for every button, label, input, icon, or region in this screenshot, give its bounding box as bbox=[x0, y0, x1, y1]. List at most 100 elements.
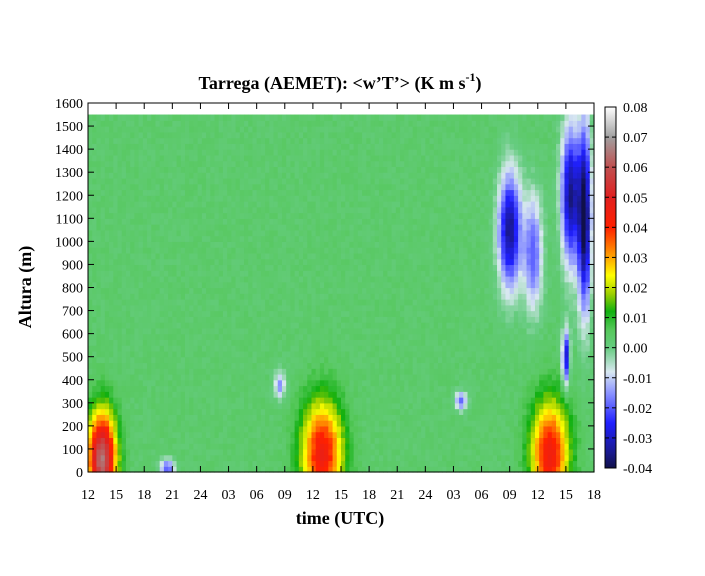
heatmap-cell bbox=[125, 385, 131, 392]
heatmap-cell bbox=[168, 345, 173, 352]
heatmap-cell bbox=[265, 316, 270, 323]
heatmap-cell bbox=[400, 287, 405, 294]
heatmap-cell bbox=[412, 258, 418, 266]
heatmap-cell bbox=[370, 322, 376, 329]
heatmap-cell bbox=[244, 252, 249, 260]
heatmap-cell bbox=[357, 229, 363, 237]
heatmap-cell bbox=[163, 345, 169, 352]
heatmap-cell bbox=[307, 454, 313, 462]
heatmap-cell bbox=[307, 460, 313, 467]
heatmap-cell bbox=[374, 201, 380, 208]
heatmap-cell bbox=[172, 454, 178, 462]
heatmap-cell bbox=[168, 218, 173, 225]
heatmap-cell bbox=[408, 402, 414, 410]
heatmap-cell bbox=[391, 437, 397, 444]
heatmap-cell bbox=[96, 356, 102, 364]
heatmap-cell bbox=[235, 316, 241, 323]
heatmap-cell bbox=[125, 270, 131, 277]
heatmap-cell bbox=[218, 258, 224, 266]
heatmap-cell bbox=[239, 304, 245, 312]
heatmap-cell bbox=[400, 414, 405, 421]
heatmap-cell bbox=[214, 281, 220, 289]
heatmap-cell bbox=[395, 333, 401, 340]
heatmap-cell bbox=[134, 172, 140, 179]
heatmap-cell bbox=[100, 235, 106, 242]
heatmap-cell bbox=[260, 218, 266, 225]
heatmap-cell bbox=[92, 448, 98, 456]
heatmap-cell bbox=[235, 379, 241, 387]
heatmap-cell bbox=[210, 258, 216, 266]
heatmap-cell bbox=[151, 437, 157, 444]
heatmap-cell bbox=[378, 126, 384, 133]
heatmap-cell bbox=[315, 362, 321, 369]
heatmap-cell bbox=[315, 264, 321, 271]
heatmap-cell bbox=[357, 287, 363, 294]
heatmap-cell bbox=[218, 391, 224, 398]
heatmap-cell bbox=[201, 183, 207, 191]
heatmap-cell bbox=[336, 177, 342, 185]
heatmap-cell bbox=[416, 408, 422, 415]
heatmap-cell bbox=[214, 408, 220, 415]
heatmap-cell bbox=[227, 154, 232, 162]
heatmap-cell bbox=[231, 183, 237, 191]
heatmap-cell bbox=[210, 229, 216, 237]
heatmap-cell bbox=[311, 224, 317, 231]
heatmap-cell bbox=[168, 183, 173, 191]
heatmap-cell bbox=[260, 224, 266, 231]
heatmap-cell bbox=[349, 281, 355, 289]
heatmap-cell bbox=[235, 402, 241, 410]
heatmap-cell bbox=[408, 281, 414, 289]
heatmap-cell bbox=[412, 126, 418, 133]
heatmap-cell bbox=[362, 224, 367, 231]
heatmap-cell bbox=[311, 247, 317, 254]
heatmap-cell bbox=[336, 154, 342, 162]
heatmap-cell bbox=[92, 172, 98, 179]
heatmap-cell bbox=[315, 316, 321, 323]
heatmap-cell bbox=[180, 224, 186, 231]
heatmap-cell bbox=[395, 437, 401, 444]
heatmap-cell bbox=[151, 212, 157, 219]
heatmap-cell bbox=[201, 304, 207, 312]
heatmap-cell bbox=[151, 287, 157, 294]
heatmap-cell bbox=[159, 385, 165, 392]
heatmap-cell bbox=[142, 241, 148, 248]
heatmap-cell bbox=[125, 154, 131, 162]
heatmap-cell bbox=[328, 425, 334, 433]
heatmap-cell bbox=[273, 397, 279, 404]
heatmap-cell bbox=[147, 437, 152, 444]
heatmap-cell bbox=[332, 166, 338, 173]
heatmap-cell bbox=[328, 420, 334, 427]
heatmap-cell bbox=[121, 350, 127, 358]
heatmap-cell bbox=[92, 322, 98, 329]
heatmap-cell bbox=[210, 373, 216, 381]
heatmap-cell bbox=[281, 126, 287, 133]
heatmap-cell bbox=[168, 206, 173, 214]
heatmap-cell bbox=[353, 177, 359, 185]
heatmap-cell bbox=[113, 454, 119, 462]
heatmap-cell bbox=[383, 425, 388, 433]
heatmap-cell bbox=[408, 218, 414, 225]
heatmap-cell bbox=[328, 258, 334, 266]
heatmap-cell bbox=[328, 454, 334, 462]
heatmap-cell bbox=[328, 397, 334, 404]
heatmap-cell bbox=[155, 201, 161, 208]
heatmap-cell bbox=[163, 316, 169, 323]
heatmap-cell bbox=[168, 270, 173, 277]
heatmap-cell bbox=[151, 397, 157, 404]
heatmap-cell bbox=[349, 443, 355, 450]
heatmap-cell bbox=[239, 350, 245, 358]
heatmap-cell bbox=[273, 264, 279, 271]
heatmap-cell bbox=[281, 437, 287, 444]
heatmap-cell bbox=[252, 177, 258, 185]
heatmap-cell bbox=[172, 264, 178, 271]
heatmap-cell bbox=[172, 235, 178, 242]
heatmap-cell bbox=[151, 402, 157, 410]
heatmap-cell bbox=[180, 420, 186, 427]
heatmap-cell bbox=[370, 131, 376, 139]
heatmap-cell bbox=[244, 350, 249, 358]
heatmap-cell bbox=[294, 448, 300, 456]
heatmap-cell bbox=[134, 379, 140, 387]
heatmap-cell bbox=[404, 304, 410, 312]
heatmap-cell bbox=[100, 218, 106, 225]
heatmap-cell bbox=[100, 183, 106, 191]
